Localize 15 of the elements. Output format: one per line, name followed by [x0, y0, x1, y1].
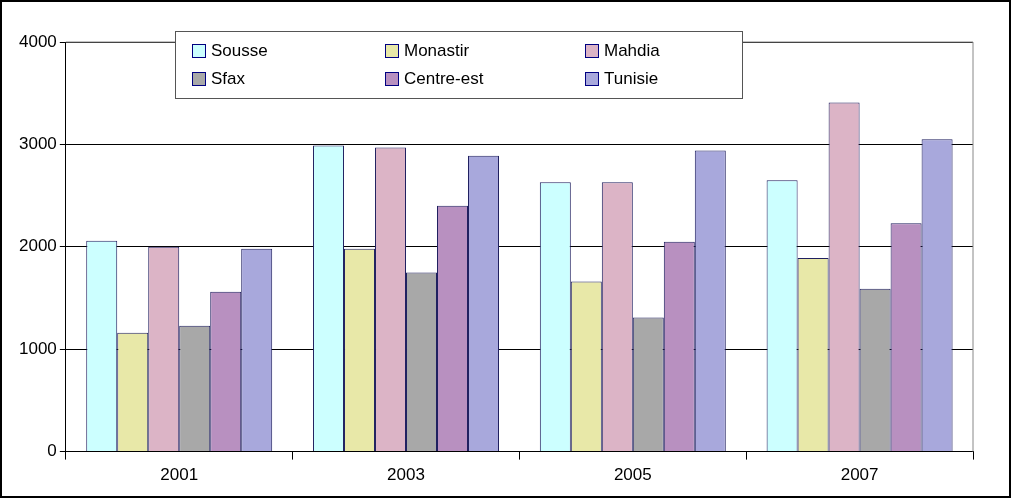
y-tick-label: 2000	[18, 236, 57, 256]
legend-label: Mahdia	[604, 41, 660, 61]
y-tick-label: 4000	[18, 31, 57, 51]
x-tick-label: 2003	[387, 465, 425, 485]
legend-label: Monastir	[404, 41, 470, 61]
y-tick-label: 3000	[18, 134, 57, 154]
x-tick-label: 2001	[160, 465, 199, 485]
x-tick-label: 2007	[840, 465, 879, 485]
legend-label: Centre-est	[404, 69, 484, 89]
legend-label: Tunisie	[604, 69, 659, 89]
legend-label: Sfax	[211, 69, 246, 89]
y-tick-label: 1000	[18, 338, 57, 358]
y-tick-label: 0	[47, 441, 57, 461]
legend-label: Sousse	[211, 41, 268, 61]
x-tick-label: 2005	[613, 465, 652, 485]
